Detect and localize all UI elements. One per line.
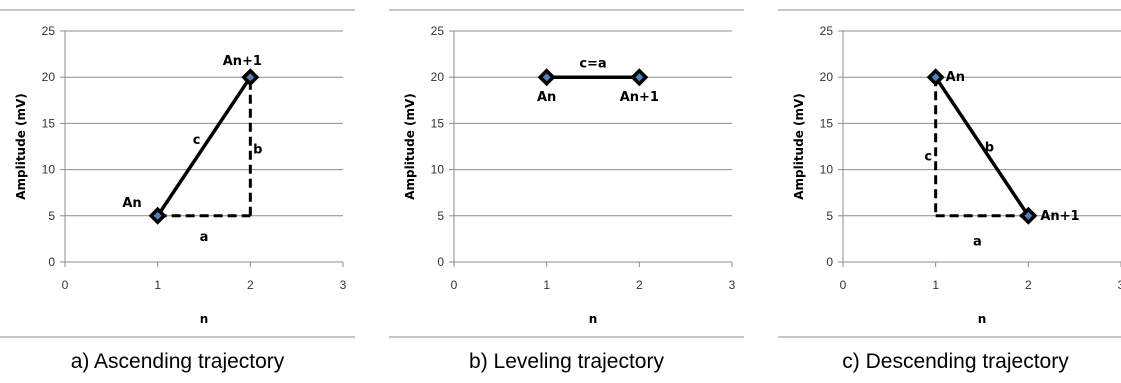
segment-label: c [193, 133, 201, 148]
y-tick-label: 10 [820, 163, 834, 177]
y-tick-label: 15 [431, 116, 445, 130]
caption-descending: c) Descending trajectory [842, 350, 1069, 373]
y-tick-label: 20 [42, 70, 56, 84]
x-tick-label: 2 [247, 278, 254, 292]
segment-label: a [200, 230, 209, 245]
y-tick-label: 25 [820, 24, 834, 38]
series-line [934, 76, 1030, 217]
segment-label: c=a [579, 56, 606, 71]
y-axis-title: Amplitude (mV) [403, 93, 417, 200]
segment-label: a [973, 235, 982, 250]
x-axis-title: n [978, 312, 987, 326]
y-tick-label: 0 [437, 255, 444, 269]
x-axis-title: n [589, 312, 598, 326]
data-point-inner [542, 73, 551, 82]
point-label: An+1 [223, 54, 262, 69]
y-tick-label: 25 [431, 24, 445, 38]
x-tick-label: 1 [932, 278, 939, 292]
y-axis-title: Amplitude (mV) [792, 93, 806, 200]
y-tick-label: 0 [826, 255, 833, 269]
x-tick-label: 2 [1025, 278, 1032, 292]
data-point-inner [1024, 211, 1033, 220]
y-tick-label: 15 [820, 116, 834, 130]
y-tick-label: 5 [48, 209, 55, 223]
x-tick-label: 0 [840, 278, 847, 292]
y-tick-label: 5 [826, 209, 833, 223]
x-tick-label: 1 [543, 278, 550, 292]
y-tick-label: 15 [42, 116, 56, 130]
point-label: An [537, 90, 556, 105]
point-label: An [946, 70, 965, 85]
x-tick-label: 0 [451, 278, 458, 292]
segment-label: b [253, 142, 262, 157]
x-tick-label: 1 [154, 278, 161, 292]
x-tick-label: 3 [729, 278, 736, 292]
x-axis-title: n [200, 312, 209, 326]
caption-leveling: b) Leveling trajectory [469, 350, 664, 373]
y-tick-label: 20 [431, 70, 445, 84]
x-tick-label: 0 [62, 278, 69, 292]
data-point-inner [246, 73, 255, 82]
chart-panel-leveling: 0 5 10 15 20 25 0 1 2 3 n Amplitude (mV) An An+1 c=a b… [389, 0, 744, 383]
data-point-inner [635, 73, 644, 82]
caption-ascending: a) Ascending trajectory [70, 350, 285, 373]
x-tick-label: 2 [636, 278, 643, 292]
data-point-inner [153, 211, 162, 220]
chart-panel-ascending: 0 5 10 15 20 25 0 1 2 3 n Amplitude (mV) An An+1 c b a a… [0, 0, 355, 383]
y-tick-label: 20 [820, 70, 834, 84]
x-tick-label: 3 [340, 278, 347, 292]
point-label: An+1 [1040, 209, 1079, 224]
segment-label: c [924, 150, 932, 165]
y-tick-label: 0 [48, 255, 55, 269]
series-line [156, 76, 252, 217]
x-tick-label: 3 [1118, 278, 1121, 292]
chart-ascending: 0 5 10 15 20 25 0 1 2 3 n Amplitude (mV) An An+1 c b a [0, 9, 355, 338]
y-tick-label: 10 [42, 163, 56, 177]
chart-leveling: 0 5 10 15 20 25 0 1 2 3 n Amplitude (mV) An An+1 c=a [389, 9, 744, 338]
chart-panel-descending: 0 5 10 15 20 25 0 1 2 3 n Amplitude (mV) An An+1 c b a c… [778, 0, 1121, 383]
segment-label: b [985, 141, 994, 156]
y-axis-title: Amplitude (mV) [14, 93, 28, 200]
y-tick-label: 25 [42, 24, 56, 38]
point-label: An [122, 196, 141, 211]
y-tick-label: 5 [437, 209, 444, 223]
data-point-inner [931, 73, 940, 82]
chart-descending: 0 5 10 15 20 25 0 1 2 3 n Amplitude (mV) An An+1 c b a [778, 9, 1121, 338]
y-tick-label: 10 [431, 163, 445, 177]
point-label: An+1 [620, 90, 659, 105]
